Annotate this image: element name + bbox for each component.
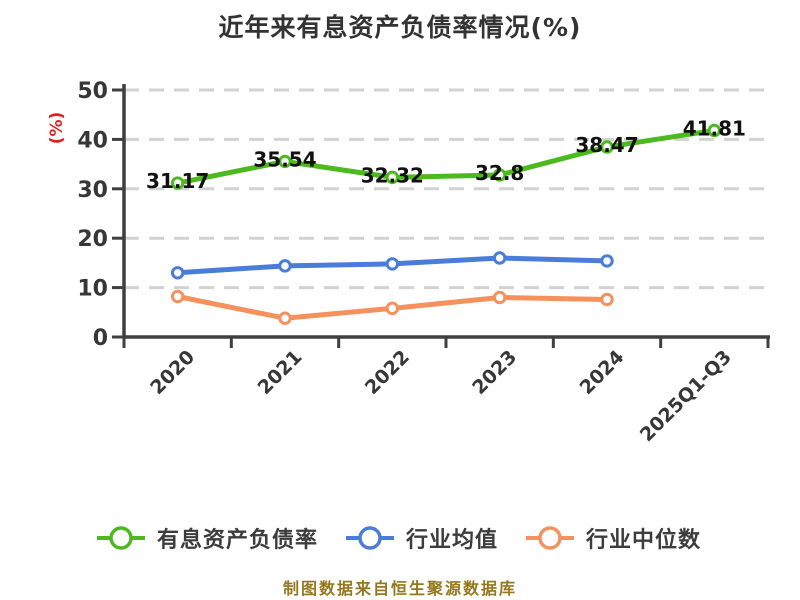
legend-item-interest-debt-ratio: 有息资产负债率 <box>96 522 318 554</box>
svg-text:31.17: 31.17 <box>146 169 209 193</box>
legend-item-industry-median: 行业中位数 <box>525 522 701 554</box>
data-point-marker <box>278 154 292 169</box>
legend-item-industry-average: 行业均值 <box>345 522 498 554</box>
orange-line-marker-icon <box>526 526 575 550</box>
legend-label-industry-median: 行业中位数 <box>586 528 702 553</box>
y-axis-tick-labels: 0 10 20 30 40 50 <box>77 79 108 351</box>
data-point-marker <box>600 292 614 307</box>
svg-text:2025Q1-Q3: 2025Q1-Q3 <box>636 346 736 446</box>
data-point-marker <box>385 301 400 316</box>
svg-text:2020: 2020 <box>146 346 199 399</box>
svg-text:2024: 2024 <box>576 346 629 399</box>
svg-text:2021: 2021 <box>254 346 307 399</box>
svg-text:32.8: 32.8 <box>475 161 524 185</box>
svg-text:20: 20 <box>77 227 108 252</box>
data-point-marker <box>385 257 400 271</box>
gridlines <box>124 88 770 290</box>
series-line-0 <box>170 123 722 190</box>
series-line-1 <box>170 251 614 280</box>
svg-text:10: 10 <box>77 277 108 302</box>
data-point-marker <box>707 123 722 138</box>
legend-label-industry-average: 行业均值 <box>406 528 499 553</box>
data-point-marker <box>278 259 292 273</box>
line-chart-canvas: 0 10 20 30 40 50 (%) 2020 2021 2022 2023 2024 2025Q1… <box>47 79 770 446</box>
data-point-marker <box>278 311 292 325</box>
data-point-labels: 31.17 35.54 32.32 32.8 38.47 41.81 <box>146 116 746 193</box>
svg-text:2022: 2022 <box>361 346 414 399</box>
svg-text:32.32: 32.32 <box>361 163 424 187</box>
footer-data-source-note: 制图数据来自恒生聚源数据库 <box>282 579 517 598</box>
data-point-marker <box>600 140 614 154</box>
svg-text:0: 0 <box>93 326 108 351</box>
svg-text:50: 50 <box>77 79 108 104</box>
svg-text:40: 40 <box>77 128 108 153</box>
legend-label-interest-debt-ratio: 有息资产负债率 <box>157 528 319 553</box>
data-point-marker <box>170 289 185 304</box>
data-point-marker <box>600 254 614 268</box>
data-point-marker <box>385 170 400 185</box>
svg-text:35.54: 35.54 <box>253 147 316 171</box>
data-point-marker <box>170 176 185 190</box>
x-axis-tick-labels: 2020 2021 2022 2023 2024 2025Q1-Q3 <box>146 346 736 446</box>
green-line-marker-icon <box>97 526 145 550</box>
data-point-marker <box>492 290 507 305</box>
svg-text:38.47: 38.47 <box>575 133 638 157</box>
data-point-marker <box>492 251 507 265</box>
svg-text:30: 30 <box>77 178 108 203</box>
series-line-2 <box>170 289 614 325</box>
blue-line-marker-icon <box>346 526 395 550</box>
axes <box>112 84 770 348</box>
svg-text:41.81: 41.81 <box>683 116 746 140</box>
legend: 有息资产负债率 行业均值 行业中位数 <box>0 522 800 554</box>
svg-text:2023: 2023 <box>468 346 521 399</box>
data-point-marker <box>170 266 185 280</box>
y-axis-unit-label: (%) <box>47 112 67 145</box>
data-point-marker <box>492 168 507 182</box>
chart-title: 近年来有息资产负债率情况(%) <box>218 13 582 42</box>
